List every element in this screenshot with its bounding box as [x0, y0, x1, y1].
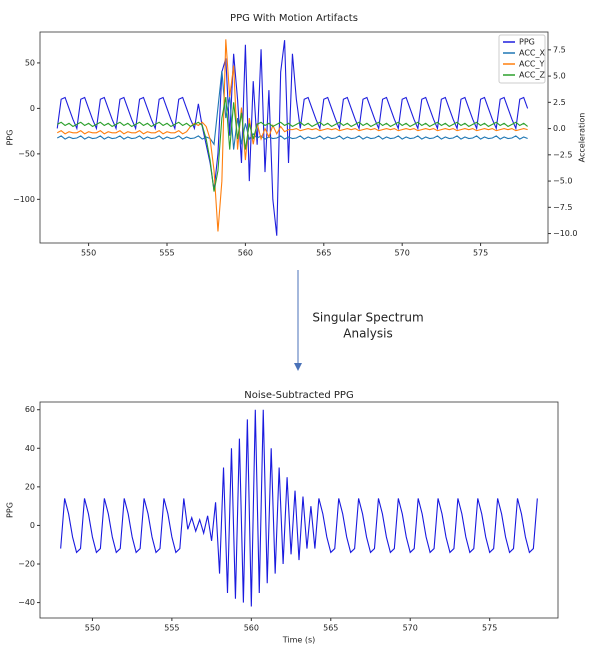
x-tick-label: 575	[473, 249, 488, 258]
y-tick-label: 0	[30, 104, 35, 113]
x-tick-label: 555	[159, 249, 174, 258]
x-tick-label: 550	[81, 249, 96, 258]
y-axis-label: PPG	[6, 502, 15, 518]
y2-axis-label: Acceleration	[578, 113, 587, 163]
chart-title: Noise-Subtracted PPG	[244, 390, 353, 401]
y2-tick-label: −10.0	[553, 229, 578, 238]
x-tick-label: 560	[238, 249, 253, 258]
x-axis-label: Time (s)	[282, 636, 316, 645]
series-line	[56, 70, 528, 150]
y2-tick-label: −7.5	[553, 203, 572, 212]
y-tick-label: −20	[18, 560, 35, 569]
y-tick-label: 60	[25, 405, 35, 414]
y2-tick-label: 2.5	[553, 98, 566, 107]
x-tick-label: 565	[316, 249, 331, 258]
y-tick-label: 20	[25, 482, 35, 491]
y2-tick-label: −2.5	[553, 150, 572, 159]
x-tick-label: 550	[85, 624, 100, 633]
x-tick-label: 570	[403, 624, 418, 633]
y-axis-label: PPG	[6, 130, 15, 146]
annotation: Singular Spectrum	[312, 311, 423, 325]
legend-box	[498, 34, 546, 84]
x-tick-label: 555	[164, 624, 179, 633]
x-tick-label: 560	[244, 624, 259, 633]
y-tick-label: −40	[18, 598, 35, 607]
legend-label: ACC_Y	[519, 60, 545, 69]
y-tick-label: 50	[25, 58, 35, 67]
y2-tick-label: 0.0	[553, 124, 566, 133]
y-tick-label: 0	[30, 521, 35, 530]
x-tick-label: 565	[323, 624, 338, 633]
annotation: Analysis	[343, 327, 392, 341]
plot-frame	[39, 31, 549, 244]
x-tick-label: 570	[395, 249, 410, 258]
x-tick-label: 575	[482, 624, 497, 633]
series-line	[56, 39, 528, 232]
series-line	[56, 96, 528, 192]
y-tick-label: −50	[18, 149, 35, 158]
legend-label: ACC_X	[519, 49, 546, 58]
series-line	[60, 409, 538, 607]
y-tick-label: −100	[13, 195, 35, 204]
y-tick-label: 40	[25, 444, 35, 453]
legend-label: ACC_Z	[519, 71, 546, 80]
arrow-head	[294, 363, 302, 371]
legend-label: PPG	[519, 38, 535, 47]
y2-tick-label: 5.0	[553, 72, 566, 81]
y2-tick-label: −5.0	[553, 177, 572, 186]
plot-frame	[39, 401, 559, 619]
y2-tick-label: 7.5	[553, 45, 566, 54]
chart-title: PPG With Motion Artifacts	[230, 13, 358, 24]
series-line	[56, 40, 529, 236]
